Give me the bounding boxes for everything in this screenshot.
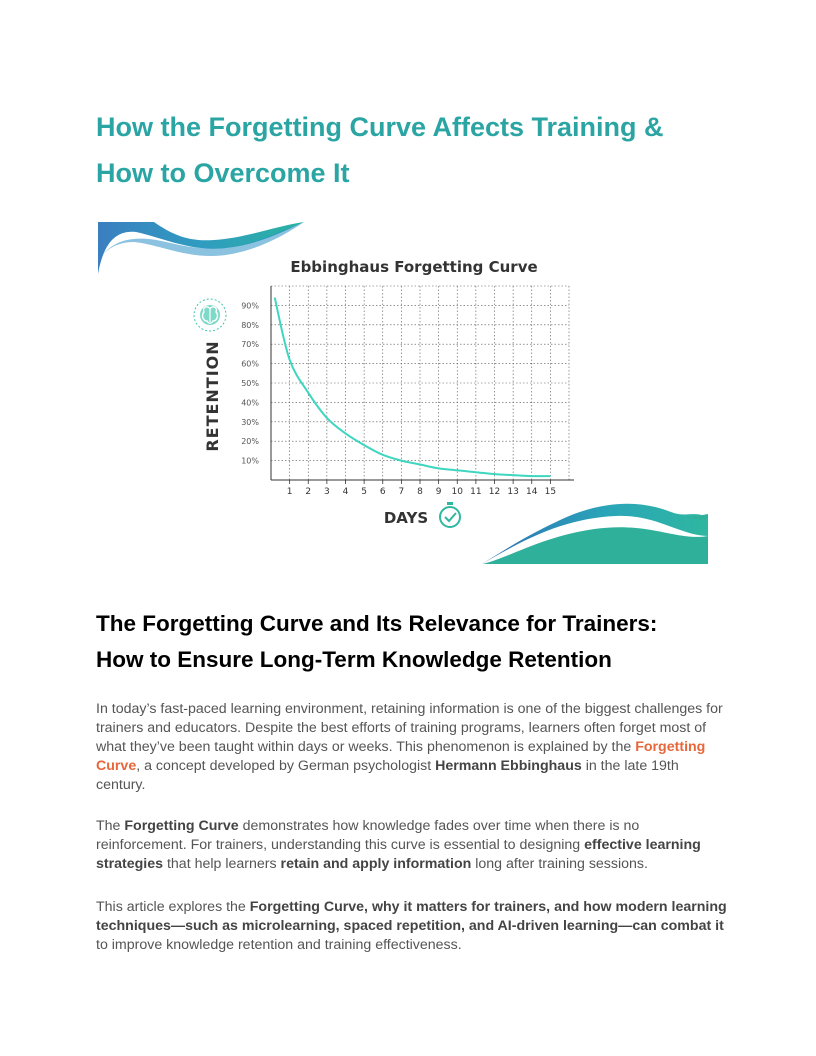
overview-paragraph: This article explores the Forgetting Cur…	[96, 898, 728, 955]
section-heading: The Forgetting Curve and Its Relevance f…	[96, 606, 736, 678]
p2-bold-3: retain and apply information	[280, 856, 472, 872]
y-tick-label: 40%	[241, 398, 259, 407]
intro-paragraph: In today’s fast-paced learning environme…	[96, 700, 728, 795]
x-tick-label: 9	[436, 487, 442, 497]
y-tick-label: 70%	[241, 340, 259, 349]
y-tick-label: 20%	[241, 437, 259, 446]
p2-bold-1: Forgetting Curve	[124, 818, 239, 834]
p2-text-2: demonstrates how knowledge fades over ti…	[96, 818, 640, 853]
p1-text-3: in the late 19th century.	[96, 758, 679, 793]
x-tick-label: 4	[343, 487, 349, 497]
p2-text-3: that help learners	[163, 856, 281, 872]
section-heading-line-1: The Forgetting Curve and Its Relevance f…	[96, 611, 658, 636]
x-tick-label: 13	[507, 487, 518, 497]
x-tick-label: 2	[305, 487, 311, 497]
x-tick-label: 3	[324, 487, 330, 497]
forgetting-curve-chart: Ebbinghaus Forgetting Curve RETENTION 10…	[98, 222, 708, 564]
y-axis-label: RETENTION	[203, 340, 222, 451]
y-tick-label: 50%	[241, 379, 259, 388]
definition-paragraph: The Forgetting Curve demonstrates how kn…	[96, 817, 728, 874]
p3-text-1: This article explores the	[96, 899, 250, 915]
p2-text-1: The	[96, 818, 125, 834]
page-title: How the Forgetting Curve Affects Trainin…	[96, 104, 736, 196]
y-tick-label: 60%	[241, 360, 259, 369]
p1-text-2: , a concept developed by German psycholo…	[136, 758, 436, 774]
section-heading-line-2: How to Ensure Long-Term Knowledge Retent…	[96, 647, 612, 672]
x-tick-labels: 1 2 3 4 5 6 7 8 9 10 11 12 13 14 15	[287, 487, 556, 497]
chart-axes	[270, 286, 574, 484]
bottom-right-wave	[482, 503, 708, 564]
y-tick-label: 30%	[241, 418, 259, 427]
x-tick-label: 8	[417, 487, 423, 497]
page-title-line-1: How the Forgetting Curve Affects Trainin…	[96, 112, 664, 142]
y-tick-label: 10%	[241, 457, 259, 466]
x-tick-label: 5	[361, 487, 367, 497]
y-tick-label: 80%	[241, 321, 259, 330]
x-tick-label: 6	[380, 487, 386, 497]
p2-bold-2: effective learning strategies	[96, 837, 701, 872]
p1-bold-ebbinghaus: Hermann Ebbinghaus	[435, 758, 582, 774]
p1-text-1: In today’s fast-paced learning environme…	[96, 701, 723, 755]
p3-bold-1: Forgetting Curve, why it matters for tra…	[96, 899, 727, 934]
x-tick-label: 10	[452, 487, 464, 497]
clock-icon	[439, 502, 461, 528]
p2-text-4: long after training sessions.	[471, 856, 648, 872]
brain-icon	[193, 298, 227, 332]
y-tick-label: 90%	[241, 301, 259, 310]
y-tick-labels: 10% 20% 30% 40% 50% 60% 70% 80% 90%	[241, 301, 259, 465]
x-tick-label: 14	[526, 487, 538, 497]
x-tick-label: 7	[399, 487, 405, 497]
x-tick-label: 15	[545, 487, 556, 497]
p3-text-2: to improve knowledge retention and train…	[96, 937, 462, 953]
chart-title: Ebbinghaus Forgetting Curve	[290, 258, 537, 276]
forgetting-curve-line	[273, 297, 551, 478]
x-tick-label: 12	[489, 487, 500, 497]
forgetting-curve-link[interactable]: Forgetting Curve	[96, 739, 706, 774]
chart-grid	[271, 285, 570, 480]
x-axis-label: DAYS	[384, 509, 428, 527]
forgetting-curve-figure: Ebbinghaus Forgetting Curve RETENTION 10…	[96, 218, 710, 566]
x-tick-label: 11	[470, 487, 481, 497]
x-tick-label: 1	[287, 487, 293, 497]
top-left-wave	[98, 222, 304, 274]
page-title-line-2: How to Overcome It	[96, 158, 350, 188]
